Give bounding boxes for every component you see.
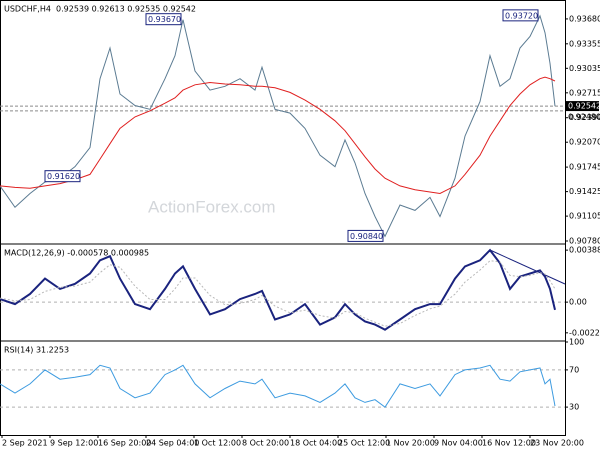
price-label: 0.92480	[568, 112, 600, 121]
series-line	[0, 76, 556, 195]
y-tick-label: 0.91105	[569, 212, 600, 221]
y-tick-label: 0.92715	[569, 88, 600, 97]
y-tick-label: 0.91425	[569, 187, 600, 196]
series-line	[0, 248, 556, 331]
watermark: ActionForex.com	[148, 197, 276, 216]
annotation-label: 0.91620	[47, 172, 80, 181]
y-tick-label: 0.93035	[569, 64, 600, 73]
x-tick-label: 24 Sep 04:00	[146, 439, 199, 448]
frame	[0, 0, 566, 436]
x-tick-label: 1 Oct 12:00	[194, 439, 241, 448]
series-line	[0, 260, 556, 327]
y-tick-label: 30	[569, 403, 579, 412]
annotation-box	[44, 170, 81, 183]
x-tick-label: 9 Sep 12:00	[50, 439, 98, 448]
annotation-label: 0.90840	[350, 232, 383, 241]
y-tick-label: 0.90780	[569, 237, 600, 246]
y-tick-label: 0.93680	[569, 14, 600, 23]
y-tick-label: 0.92390	[569, 113, 600, 122]
series-line	[0, 14, 556, 238]
y-tick-label: 70	[569, 365, 579, 374]
series-line	[0, 364, 556, 408]
x-tick-label: 25 Oct 12:00	[338, 439, 390, 448]
annotation-label: 0.93720	[505, 11, 538, 20]
y-tick-label: 0.91745	[569, 163, 600, 172]
y-tick-label: 0.93355	[569, 39, 600, 48]
annotation-box	[502, 9, 539, 22]
x-tick-label: 1 Nov 20:00	[386, 439, 435, 448]
x-tick-label: 9 Nov 04:00	[434, 439, 483, 448]
x-tick-label: 2 Sep 2021	[2, 439, 48, 448]
x-tick-label: 16 Nov 12:00	[482, 439, 536, 448]
y-tick-label: 100	[569, 338, 584, 347]
y-tick-label: 0.92070	[569, 138, 600, 147]
panel-title: RSI(14) 31.2253	[4, 346, 69, 355]
trend-line	[489, 249, 566, 285]
price-label: 0.92542	[568, 102, 600, 111]
y-tick-label: -0.002294	[569, 328, 600, 337]
x-tick-label: 8 Oct 20:00	[242, 439, 289, 448]
x-tick-label: 23 Nov 20:00	[530, 439, 584, 448]
panel-title: USDCHF,H4 0.92539 0.92613 0.92535 0.9254…	[4, 5, 196, 14]
annotation-box	[347, 229, 384, 242]
price-box	[566, 101, 599, 112]
x-tick-label: 18 Oct 04:00	[290, 439, 342, 448]
annotation-box	[145, 13, 182, 26]
x-tick-label: 16 Sep 20:00	[98, 439, 151, 448]
y-tick-label: 0.003887	[569, 246, 600, 255]
annotation-label: 0.93670	[148, 15, 181, 24]
y-tick-label: 0.00	[569, 298, 587, 307]
panel-title: MACD(12,26,9) -0.000578 0.000985	[4, 249, 149, 258]
